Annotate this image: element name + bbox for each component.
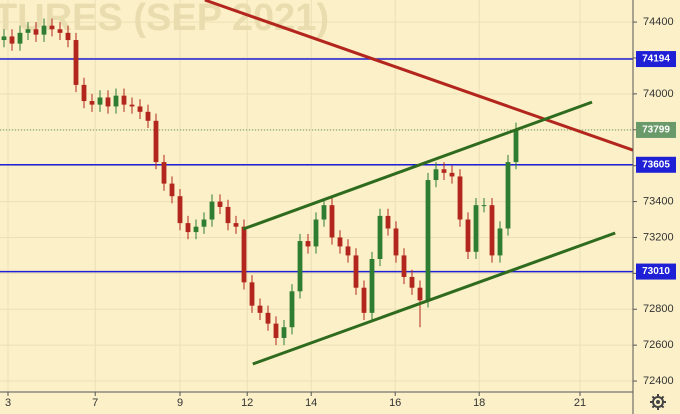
y-tick-label: 74400 — [643, 16, 674, 28]
candle-body — [89, 101, 95, 105]
candle-body — [473, 205, 479, 252]
candle-body — [505, 162, 511, 229]
candle-body — [177, 196, 183, 224]
y-tick-label: 73200 — [643, 231, 674, 243]
last-price-label: 73799 — [642, 125, 670, 136]
candle-body — [273, 323, 279, 338]
y-tick-label: 72600 — [643, 339, 674, 351]
candle-body — [17, 32, 23, 44]
y-tick-label: 74000 — [643, 88, 674, 100]
trend-line — [252, 231, 616, 366]
candle-body — [409, 276, 415, 288]
candle-body — [433, 169, 439, 181]
watermark: TURES (SEP 2021) — [0, 0, 329, 39]
x-tick-label: 18 — [473, 397, 485, 409]
candle-body — [337, 237, 343, 247]
candle-body — [33, 29, 39, 35]
y-tick-label: 73400 — [643, 195, 674, 207]
candle-body — [425, 180, 431, 301]
candle-body — [41, 25, 47, 35]
x-tick-label: 9 — [177, 397, 183, 409]
level-label-box — [636, 156, 676, 173]
level-label: 74194 — [642, 54, 670, 65]
candle-body — [353, 255, 359, 288]
candle-body — [161, 162, 167, 184]
candle-body — [289, 291, 295, 328]
candle-body — [73, 40, 79, 85]
settings-icon[interactable] — [650, 394, 666, 410]
y-tick-label: 72400 — [643, 375, 674, 387]
candle-body — [513, 129, 519, 163]
level-label-box — [636, 263, 676, 280]
candle-body — [1, 36, 7, 41]
y-tick-label: 72800 — [643, 303, 674, 315]
candle-body — [329, 205, 335, 238]
candle-body — [57, 29, 63, 33]
level-label-box — [636, 51, 676, 68]
candle-body — [265, 312, 271, 324]
candle-body — [121, 95, 127, 105]
x-tick-label: 21 — [574, 397, 586, 409]
x-tick-label: 16 — [389, 397, 401, 409]
last-price-box — [636, 121, 676, 138]
candle-body — [297, 241, 303, 292]
candle-body — [233, 223, 239, 227]
candle-body — [249, 282, 255, 306]
candle-body — [169, 183, 175, 197]
candle-body — [305, 241, 311, 247]
candle-body — [313, 219, 319, 247]
trend-line — [204, 0, 633, 152]
candle-body — [377, 215, 383, 259]
candle-body — [153, 120, 159, 163]
x-tick-label: 7 — [92, 397, 98, 409]
candle-body — [129, 104, 135, 107]
candle-body — [441, 169, 447, 173]
candle-body — [25, 29, 31, 33]
candle-body — [417, 287, 423, 301]
candle-body — [217, 201, 223, 207]
candle-body — [321, 205, 327, 220]
candle-body — [465, 219, 471, 252]
candle-body — [81, 84, 87, 102]
candle-body — [489, 205, 495, 256]
candle-body — [193, 226, 199, 233]
candle-body — [449, 172, 455, 177]
candle-body — [137, 106, 143, 112]
candle-body — [113, 95, 119, 107]
candle-body — [241, 226, 247, 283]
candle-body — [281, 327, 287, 338]
candle-body — [145, 111, 151, 121]
x-tick-label: 3 — [5, 397, 11, 409]
x-tick-label: 12 — [241, 397, 253, 409]
candle-body — [209, 201, 215, 220]
candle-body — [185, 223, 191, 233]
candle-body — [257, 305, 263, 313]
candle-body — [385, 215, 391, 229]
x-tick-label: 14 — [305, 397, 317, 409]
candle-body — [393, 228, 399, 256]
candle-body — [361, 287, 367, 313]
candle-body — [345, 246, 351, 256]
candle-body — [401, 255, 407, 277]
candle-body — [105, 97, 111, 107]
candle-body — [49, 25, 55, 30]
plot — [0, 0, 633, 366]
candle-body — [201, 219, 207, 227]
candle-body — [481, 205, 487, 207]
candle-body — [497, 228, 503, 256]
candle-body — [9, 36, 15, 44]
candle-body — [97, 97, 103, 105]
level-label: 73010 — [642, 266, 670, 277]
axes: 7240072600728007300073200734007360073800… — [5, 16, 676, 409]
candle-body — [457, 176, 463, 220]
level-label: 73605 — [642, 159, 670, 170]
candle-body — [65, 32, 71, 41]
trend-line — [242, 100, 593, 231]
candle-body — [369, 259, 375, 313]
candle-body — [225, 206, 231, 224]
